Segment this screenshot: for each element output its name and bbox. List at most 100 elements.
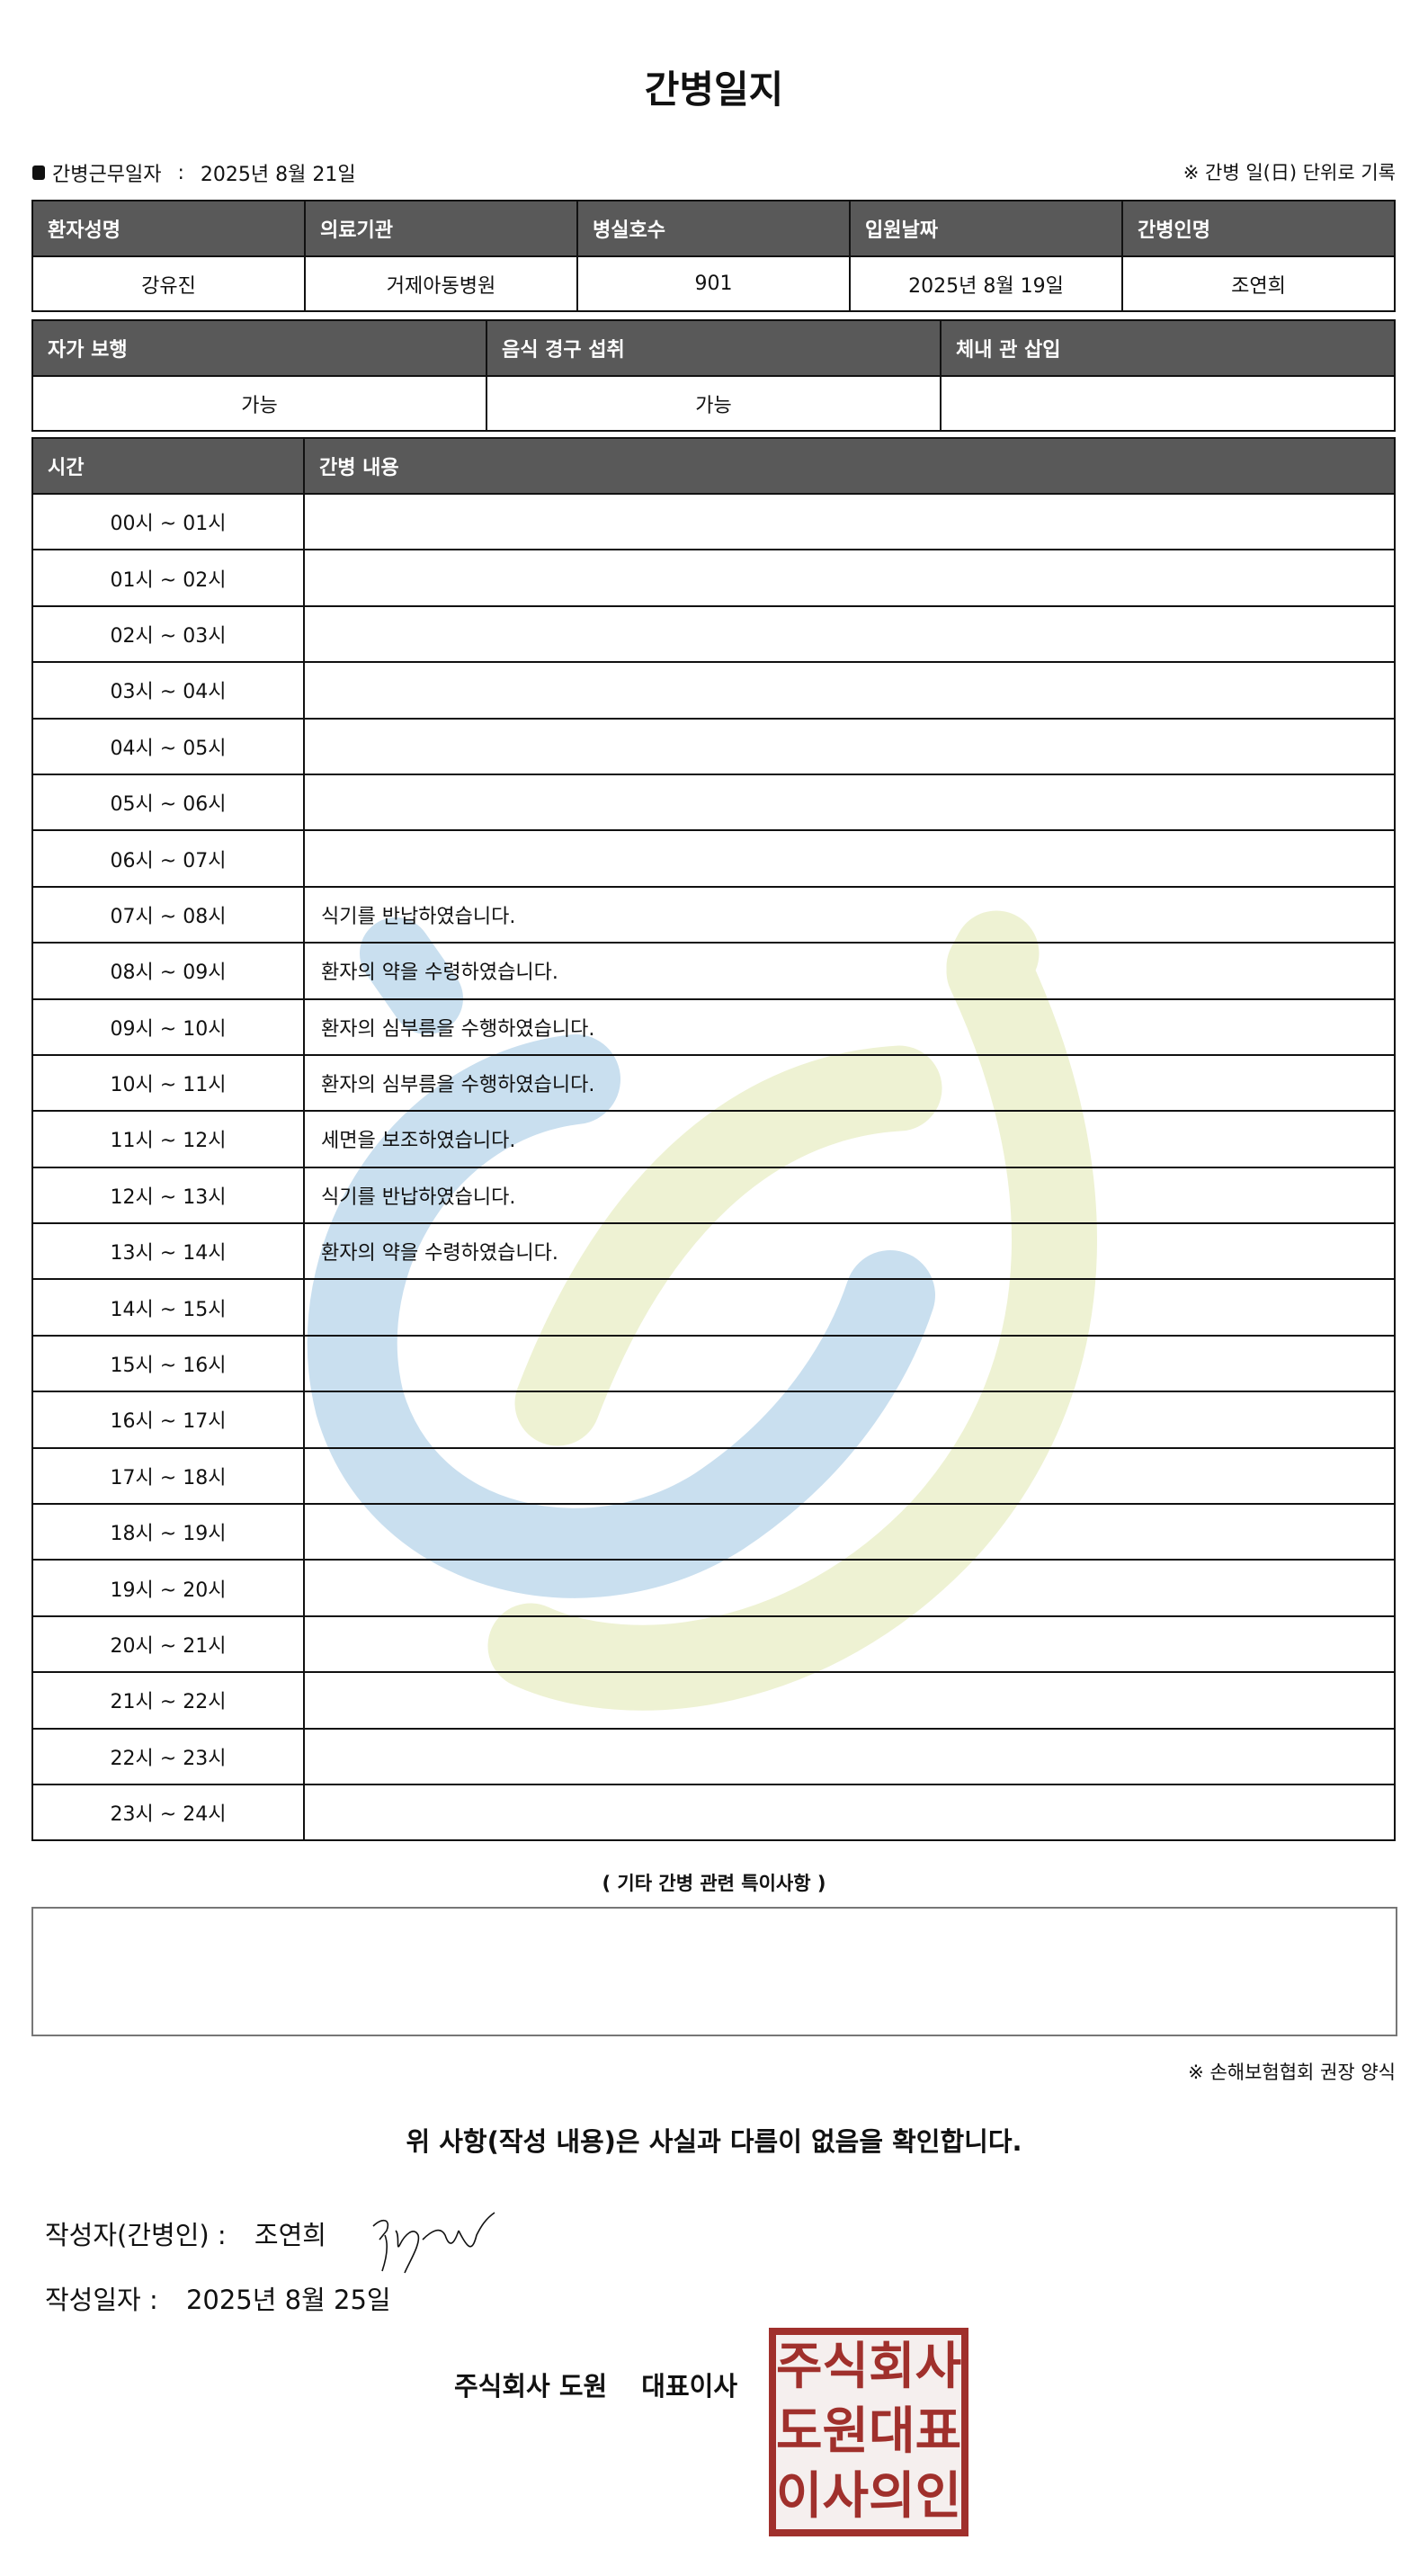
patient-info-table: 환자성명 의료기관 병실호수 입원날짜 간병인명 강유진 거제아동병원 901 … bbox=[31, 200, 1396, 312]
patient-name: 강유진 bbox=[31, 255, 306, 312]
table-row: 18시 ~ 19시 bbox=[31, 1503, 1396, 1561]
time-cell: 15시 ~ 16시 bbox=[31, 1334, 305, 1393]
header-time: 시간 bbox=[31, 437, 305, 495]
time-cell: 22시 ~ 23시 bbox=[31, 1727, 305, 1785]
table-row: 20시 ~ 21시 bbox=[31, 1614, 1396, 1674]
content-cell bbox=[303, 604, 1396, 664]
content-cell bbox=[303, 1559, 1396, 1617]
table-row: 08시 ~ 09시 환자의 약을 수령하였습니다. bbox=[31, 942, 1396, 1000]
table-row: 22시 ~ 23시 bbox=[31, 1727, 1396, 1785]
seal-glyph: 인 bbox=[915, 2467, 962, 2526]
table-row: 14시 ~ 15시 bbox=[31, 1278, 1396, 1337]
writer-name: 조연희 bbox=[254, 2220, 326, 2250]
content-cell bbox=[303, 773, 1396, 832]
content-cell bbox=[303, 1783, 1396, 1842]
time-cell: 12시 ~ 13시 bbox=[31, 1166, 305, 1225]
care-log-table: 시간 간병 내용 00시 ~ 01시 01시 ~ 02시 02시 ~ 03시 03시 … bbox=[31, 437, 1396, 1842]
walking: 가능 bbox=[31, 375, 487, 432]
header-oral-intake: 음식 경구 섭취 bbox=[486, 319, 942, 377]
header-caregiver: 간병인명 bbox=[1121, 200, 1396, 257]
table-row: 01시 ~ 02시 bbox=[31, 549, 1396, 607]
time-cell: 08시 ~ 09시 bbox=[31, 942, 305, 1000]
seal-glyph: 사 bbox=[915, 2338, 962, 2396]
etc-notes-box bbox=[31, 1907, 1397, 2036]
header-patient-name: 환자성명 bbox=[31, 200, 306, 257]
confirm-statement: 위 사항(작성 내용)은 사실과 다름이 없음을 확인합니다. bbox=[406, 2126, 1022, 2157]
association-note: ※ 손해보험협회 권장 양식 bbox=[1188, 2062, 1396, 2083]
content-cell: 환자의 약을 수령하였습니다. bbox=[303, 1222, 1396, 1281]
content-cell bbox=[303, 1391, 1396, 1449]
time-cell: 07시 ~ 08시 bbox=[31, 885, 305, 944]
table-row: 13시 ~ 14시 환자의 약을 수령하였습니다. bbox=[31, 1222, 1396, 1281]
time-cell: 14시 ~ 15시 bbox=[31, 1278, 305, 1337]
header-hospital: 의료기관 bbox=[304, 200, 578, 257]
work-date-label: 간병근무일자 bbox=[52, 164, 162, 186]
bullet-icon bbox=[32, 165, 45, 180]
content-cell bbox=[303, 492, 1396, 551]
company: 주식회사 도원 대표이사 bbox=[454, 2366, 737, 2403]
time-cell: 21시 ~ 22시 bbox=[31, 1671, 305, 1730]
seal-glyph: 회 bbox=[869, 2338, 915, 2396]
table-row: 10시 ~ 11시 환자의 심부름을 수행하였습니다. bbox=[31, 1053, 1396, 1113]
written-date: 작성일자 : 2025년 8월 25일 bbox=[45, 2279, 391, 2317]
seal-glyph: 대 bbox=[869, 2402, 915, 2461]
time-cell: 00시 ~ 01시 bbox=[31, 492, 305, 551]
content-cell bbox=[303, 1334, 1396, 1393]
content-cell bbox=[303, 1727, 1396, 1785]
table-row: 02시 ~ 03시 bbox=[31, 604, 1396, 664]
room: 901 bbox=[576, 255, 851, 312]
content-cell: 환자의 심부름을 수행하였습니다. bbox=[303, 997, 1396, 1056]
time-cell: 13시 ~ 14시 bbox=[31, 1222, 305, 1281]
page-title: 간병일지 bbox=[644, 67, 784, 112]
seal-glyph: 이 bbox=[776, 2467, 823, 2526]
table-row: 00시 ~ 01시 bbox=[31, 492, 1396, 551]
admission-date: 2025년 8월 19일 bbox=[849, 255, 1123, 312]
table-row: 11시 ~ 12시 세면을 보조하였습니다. bbox=[31, 1110, 1396, 1168]
content-cell bbox=[303, 1503, 1396, 1561]
time-cell: 04시 ~ 05시 bbox=[31, 717, 305, 775]
written-date-label: 작성일자 : bbox=[45, 2285, 158, 2315]
oral-intake: 가능 bbox=[486, 375, 942, 432]
table-row: 06시 ~ 07시 bbox=[31, 829, 1396, 888]
writer: 작성자(간병인) : 조연희 bbox=[45, 2214, 326, 2252]
content-cell bbox=[303, 829, 1396, 888]
writer-label: 작성자(간병인) : bbox=[45, 2220, 227, 2250]
table-row: 16시 ~ 17시 bbox=[31, 1391, 1396, 1449]
etc-label: ( 기타 간병 관련 특이사항 ) bbox=[602, 1873, 826, 1894]
content-cell: 식기를 반납하였습니다. bbox=[303, 1166, 1396, 1225]
content-cell bbox=[303, 661, 1396, 720]
seal-glyph: 주 bbox=[776, 2338, 823, 2396]
seal-glyph: 의 bbox=[869, 2467, 915, 2526]
time-cell: 02시 ~ 03시 bbox=[31, 604, 305, 664]
time-cell: 03시 ~ 04시 bbox=[31, 661, 305, 720]
content-cell bbox=[303, 1614, 1396, 1674]
table-row: 17시 ~ 18시 bbox=[31, 1446, 1396, 1506]
work-date-sep: : bbox=[177, 161, 184, 184]
table-row: 05시 ~ 06시 bbox=[31, 773, 1396, 832]
time-cell: 09시 ~ 10시 bbox=[31, 997, 305, 1056]
content-cell bbox=[303, 1278, 1396, 1337]
table-row: 07시 ~ 08시 식기를 반납하였습니다. bbox=[31, 885, 1396, 944]
table-row: 21시 ~ 22시 bbox=[31, 1671, 1396, 1730]
header-content: 간병 내용 bbox=[303, 437, 1396, 495]
unit-note: ※ 간병 일(日) 단위로 기록 bbox=[1183, 162, 1396, 183]
content-cell bbox=[303, 549, 1396, 607]
content-cell bbox=[303, 1446, 1396, 1506]
time-cell: 05시 ~ 06시 bbox=[31, 773, 305, 832]
header-admission-date: 입원날짜 bbox=[849, 200, 1123, 257]
time-cell: 06시 ~ 07시 bbox=[31, 829, 305, 888]
time-cell: 18시 ~ 19시 bbox=[31, 1503, 305, 1561]
content-cell: 식기를 반납하였습니다. bbox=[303, 885, 1396, 944]
time-cell: 01시 ~ 02시 bbox=[31, 549, 305, 607]
seal-glyph: 사 bbox=[822, 2467, 870, 2526]
seal-glyph: 표 bbox=[915, 2402, 962, 2461]
seal-glyph: 식 bbox=[822, 2338, 870, 2396]
patient-status-table: 자가 보행 음식 경구 섭취 체내 관 삽입 가능 가능 bbox=[31, 319, 1396, 432]
written-date-value: 2025년 8월 25일 bbox=[185, 2285, 391, 2315]
caregiver: 조연희 bbox=[1121, 255, 1396, 312]
signature bbox=[372, 2212, 495, 2274]
time-cell: 10시 ~ 11시 bbox=[31, 1053, 305, 1113]
table-row: 12시 ~ 13시 식기를 반납하였습니다. bbox=[31, 1166, 1396, 1225]
time-cell: 17시 ~ 18시 bbox=[31, 1446, 305, 1506]
